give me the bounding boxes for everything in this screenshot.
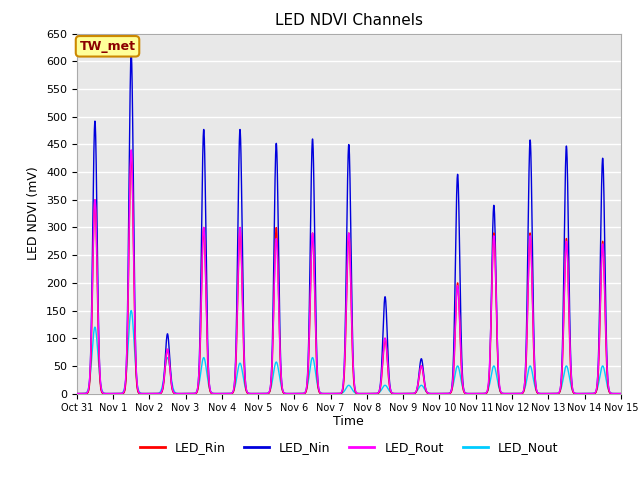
LED_Rin [168,382,175,387]
LED_Nout [548,391,556,396]
LED_Rout [127,147,135,153]
LED_Nout [127,308,135,313]
LED_Nin [617,391,625,396]
LED_Rin [617,391,625,396]
LED_Rout [607,390,614,396]
LED_Rin [548,391,556,396]
LED_Rout [617,391,625,396]
LED_Rin [607,390,614,396]
LED_Nin [282,391,289,396]
LED_Rout [282,391,289,396]
Line: LED_Rin: LED_Rin [77,153,621,394]
LED_Nin [607,390,614,396]
Legend: LED_Rin, LED_Nin, LED_Rout, LED_Nout: LED_Rin, LED_Nin, LED_Rout, LED_Nout [134,436,563,459]
LED_Nin [135,390,143,396]
LED_Nin [168,378,175,384]
LED_Rout [73,391,81,396]
Line: LED_Nout: LED_Nout [77,311,621,394]
LED_Rout [305,333,313,338]
LED_Nin [305,314,313,320]
LED_Nin [73,391,81,396]
Y-axis label: LED NDVI (mV): LED NDVI (mV) [28,167,40,261]
Text: TW_met: TW_met [79,40,136,53]
LED_Rin [282,391,289,396]
X-axis label: Time: Time [333,415,364,428]
LED_Nin [399,391,407,396]
LED_Rin [399,391,407,396]
LED_Nout [135,388,143,394]
LED_Nout [607,390,614,396]
LED_Nout [305,372,313,378]
LED_Rin [127,150,135,156]
Title: LED NDVI Channels: LED NDVI Channels [275,13,423,28]
Line: LED_Nin: LED_Nin [77,53,621,394]
LED_Nout [168,376,175,382]
LED_Rout [548,391,556,396]
LED_Nout [73,391,81,396]
LED_Nin [548,391,556,396]
LED_Rout [168,379,175,384]
LED_Rin [73,391,81,396]
LED_Rin [135,390,143,396]
LED_Nin [127,50,135,56]
Line: LED_Rout: LED_Rout [77,150,621,394]
LED_Nout [399,391,407,396]
LED_Rout [399,391,407,396]
LED_Rout [135,390,143,396]
LED_Rin [305,342,313,348]
LED_Nout [617,391,625,396]
LED_Nout [282,391,289,396]
